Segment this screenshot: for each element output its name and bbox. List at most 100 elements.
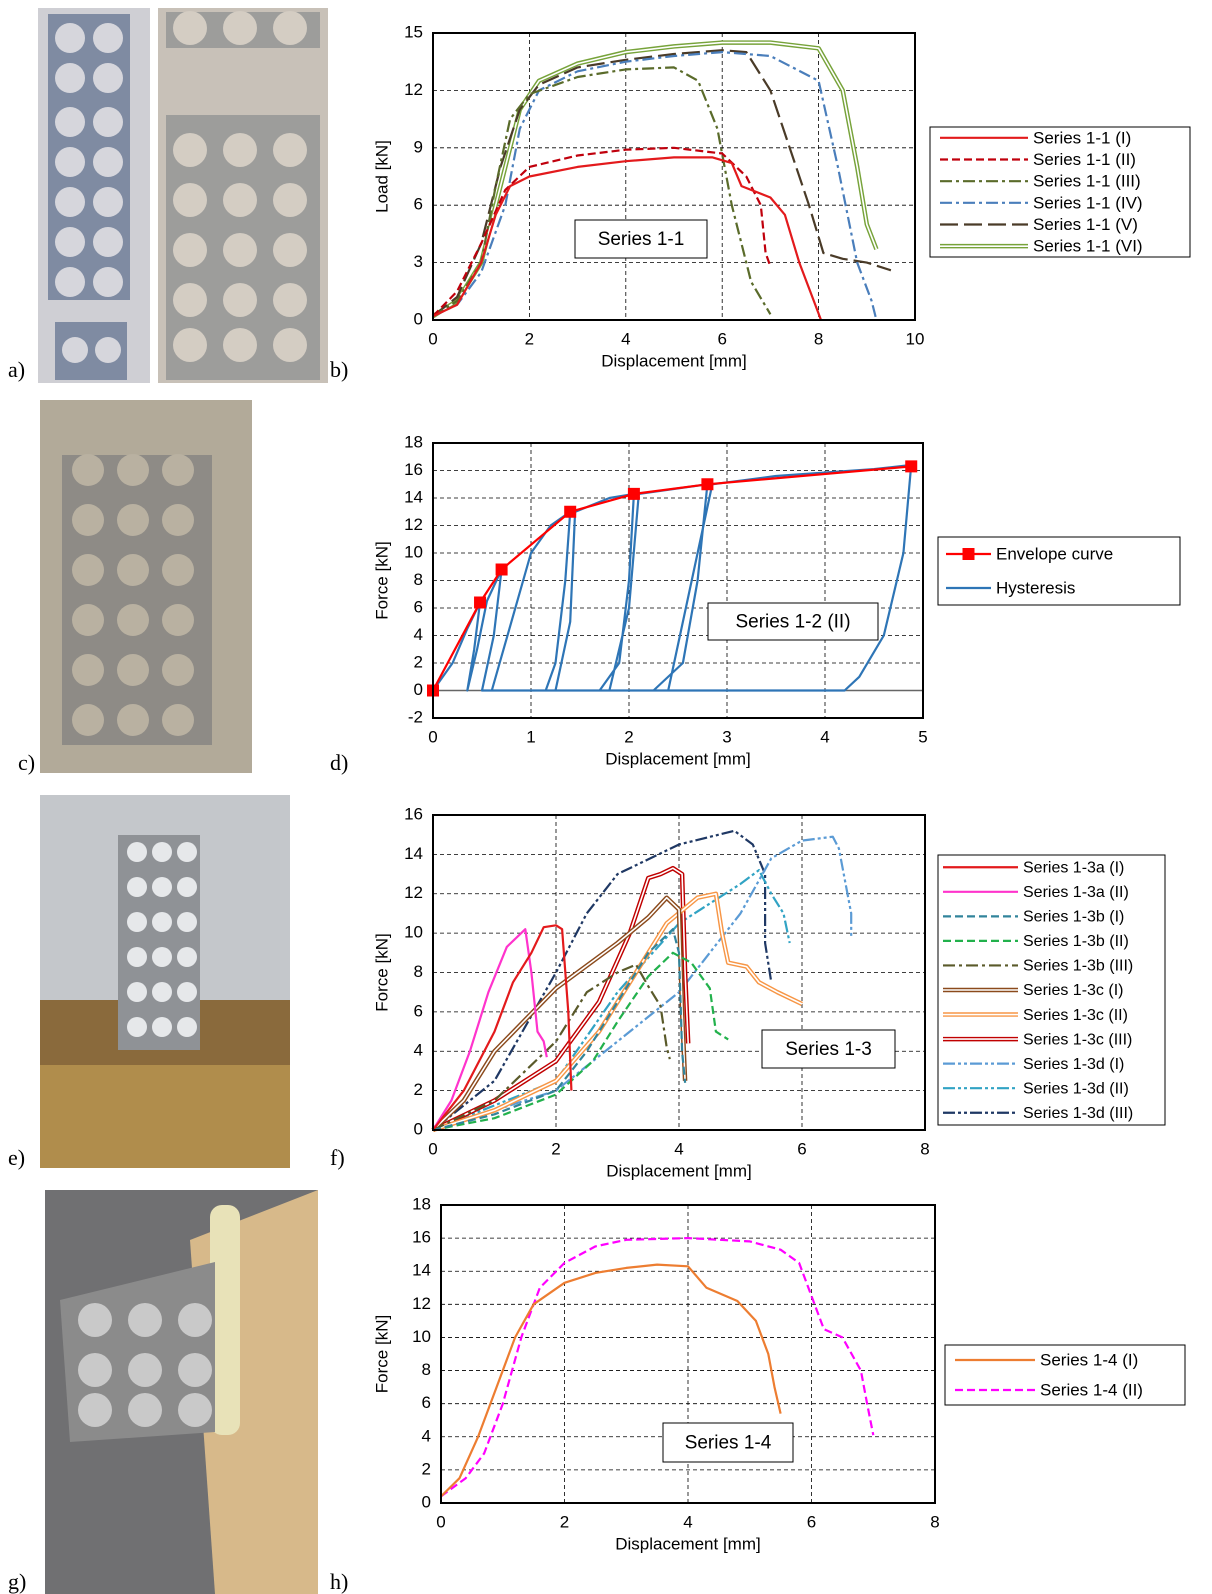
- panel-label: b): [330, 357, 348, 382]
- glue: [210, 1205, 240, 1435]
- x-tick-label: 2: [624, 727, 633, 746]
- legend-label: Series 1-3b (I): [1023, 909, 1124, 926]
- hole: [152, 877, 172, 897]
- x-tick-label: 2: [560, 1512, 569, 1531]
- hole: [78, 1353, 112, 1387]
- x-tick-label: 3: [722, 727, 731, 746]
- y-tick-label: 9: [414, 137, 423, 156]
- hole: [93, 187, 123, 217]
- plot-border: [440, 1204, 936, 1504]
- y-tick-label: 4: [414, 1041, 423, 1060]
- hole: [173, 11, 207, 45]
- x-axis-label: Displacement [mm]: [606, 1161, 751, 1180]
- y-tick-label: 10: [404, 542, 423, 561]
- legend-label: Series 1-1 (II): [1033, 150, 1136, 169]
- plate: [62, 455, 212, 745]
- hole: [273, 328, 307, 362]
- panel-label: h): [330, 1569, 348, 1594]
- legend-label: Series 1-3a (I): [1023, 859, 1124, 876]
- hole: [162, 654, 194, 686]
- y-axis-label: Force [kN]: [372, 933, 391, 1011]
- y-tick-label: 8: [422, 1360, 431, 1379]
- marker: [701, 478, 714, 491]
- hole: [128, 1303, 162, 1337]
- legend-label: Series 1-3b (II): [1023, 933, 1129, 950]
- hole: [177, 912, 197, 932]
- hole: [173, 133, 207, 167]
- hole: [55, 267, 85, 297]
- hole: [162, 454, 194, 486]
- hole: [72, 654, 104, 686]
- series-line: [432, 146, 772, 317]
- y-tick-label: 2: [422, 1459, 431, 1478]
- annotation: Series 1-1: [598, 229, 685, 250]
- hole: [152, 912, 172, 932]
- y-axis-label: Force [kN]: [372, 541, 391, 619]
- y-tick-label: 2: [414, 652, 423, 671]
- y-tick-label: 6: [422, 1393, 431, 1412]
- x-tick-label: 1: [526, 727, 535, 746]
- hole: [162, 604, 194, 636]
- y-tick-label: 16: [404, 460, 423, 479]
- x-tick-label: 0: [428, 329, 437, 348]
- legend-box: [929, 126, 1191, 258]
- y-tick-label: 16: [412, 1228, 431, 1247]
- x-tick-label: 0: [436, 1512, 445, 1531]
- hole: [273, 233, 307, 267]
- y-tick-label: 8: [414, 570, 423, 589]
- legend-box: [937, 536, 1181, 606]
- x-tick-label: 10: [906, 329, 925, 348]
- hole: [93, 63, 123, 93]
- y-tick-label: 2: [414, 1080, 423, 1099]
- x-axis-label: Displacement [mm]: [615, 1534, 760, 1553]
- legend-label: Series 1-3a (II): [1023, 884, 1129, 901]
- series-line: [432, 835, 853, 1132]
- legend-label: Series 1-3d (I): [1023, 1056, 1124, 1073]
- y-tick-label: 0: [414, 1119, 423, 1138]
- legend-label: Series 1-4 (II): [1040, 1380, 1143, 1399]
- legend-label: Series 1-3d (II): [1023, 1080, 1129, 1097]
- hole: [162, 504, 194, 536]
- y-tick-label: 16: [404, 804, 423, 823]
- hole: [177, 877, 197, 897]
- hole: [117, 704, 149, 736]
- hole: [78, 1393, 112, 1427]
- x-tick-label: 8: [920, 1139, 929, 1158]
- hole: [117, 554, 149, 586]
- legend-label: Series 1-3c (III): [1023, 1031, 1132, 1048]
- legend-label: Series 1-1 (IV): [1033, 193, 1143, 212]
- hole: [55, 63, 85, 93]
- hole: [162, 554, 194, 586]
- y-tick-label: 14: [404, 844, 423, 863]
- panel-label: g): [8, 1569, 26, 1594]
- hole: [55, 147, 85, 177]
- hole: [152, 947, 172, 967]
- legend-label: Hysteresis: [996, 578, 1075, 597]
- x-axis-label: Displacement [mm]: [601, 351, 746, 370]
- x-tick-label: 0: [428, 1139, 437, 1158]
- series-line: [440, 1237, 875, 1498]
- hole: [173, 328, 207, 362]
- x-tick-label: 5: [918, 727, 927, 746]
- hole: [273, 133, 307, 167]
- hole: [273, 11, 307, 45]
- plot-border: [432, 814, 926, 1131]
- annotation-box: [707, 602, 879, 641]
- series-line: [440, 1263, 782, 1498]
- y-tick-label: 6: [414, 195, 423, 214]
- y-axis-label: Load [kN]: [372, 140, 391, 213]
- hole: [173, 183, 207, 217]
- y-tick-label: 14: [412, 1261, 431, 1280]
- hole: [178, 1393, 212, 1427]
- hole: [127, 1017, 147, 1037]
- hole: [178, 1303, 212, 1337]
- hole: [72, 454, 104, 486]
- y-tick-label: 0: [414, 680, 423, 699]
- hole: [72, 504, 104, 536]
- legend-label: Series 1-3d (III): [1023, 1105, 1133, 1122]
- hole: [178, 1353, 212, 1387]
- hole: [223, 11, 257, 45]
- x-tick-label: 2: [525, 329, 534, 348]
- legend-label: Series 1-3c (I): [1023, 982, 1123, 999]
